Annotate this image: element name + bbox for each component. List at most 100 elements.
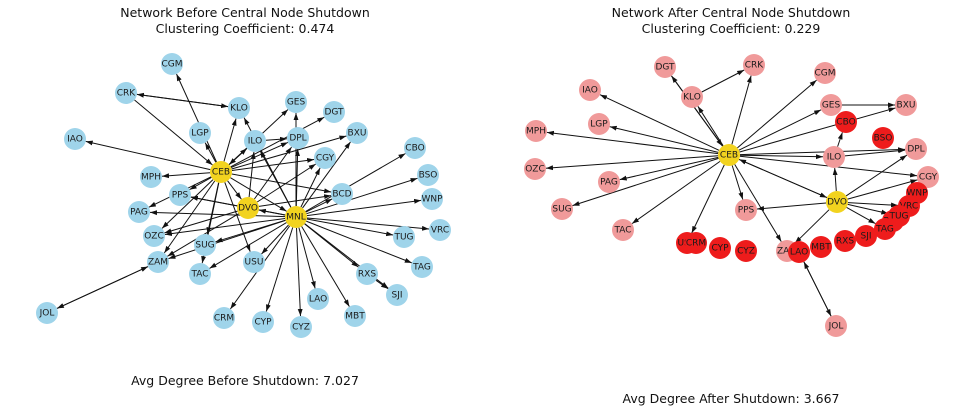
node-label: TUG — [888, 212, 908, 222]
right-panel-title: Network After Central Node Shutdown — [612, 5, 851, 20]
node-label: CRK — [117, 89, 137, 99]
node-cgm: CGM — [814, 62, 836, 84]
node-circle — [404, 137, 426, 159]
node-label: DVO — [238, 204, 258, 214]
node-ozc: OZC — [143, 225, 165, 247]
edge-ilo-to-dpl — [844, 148, 906, 157]
node-cyp: CYP — [709, 237, 731, 259]
node-label: OZC — [525, 165, 545, 175]
node-tag: TAG — [411, 256, 433, 278]
node-label: PAG — [130, 208, 148, 218]
edge-ilo-to-cbo — [837, 132, 843, 147]
node-circle — [681, 86, 703, 108]
node-dvo: DVO — [237, 197, 259, 219]
node-tac: TAC — [189, 263, 211, 285]
node-circle — [411, 256, 433, 278]
node-circle — [143, 225, 165, 247]
edge-mnl-to-vrc — [306, 217, 430, 231]
node-pps: PPS — [169, 184, 191, 206]
node-label: MNL — [286, 213, 306, 223]
node-circle — [169, 184, 191, 206]
node-label: KLO — [683, 93, 701, 103]
node-circle — [287, 127, 309, 149]
node-label: CGY — [919, 173, 938, 183]
node-circle — [417, 164, 439, 186]
node-label: WNP — [421, 195, 443, 205]
edge-klo-to-crk — [136, 92, 229, 108]
node-usu: USU — [243, 251, 265, 273]
node-circle — [718, 144, 740, 166]
node-label: MBT — [811, 243, 831, 253]
node-dpl: DPL — [905, 138, 927, 160]
node-label: DPL — [289, 134, 306, 144]
node-circle — [344, 305, 366, 327]
left-panel-clustering: Clustering Coefficient: 0.474 — [156, 21, 335, 36]
node-label: BSO — [874, 134, 893, 144]
edge-mnl-to-tac — [209, 222, 287, 269]
node-circle — [612, 219, 634, 241]
node-label: CEB — [212, 168, 230, 178]
node-label: TAC — [190, 270, 208, 280]
node-circle — [307, 288, 329, 310]
node-label: CYZ — [737, 247, 755, 257]
node-jol: JOL — [36, 302, 58, 324]
node-circle — [888, 205, 910, 227]
edge-ceb-to-cgm — [737, 79, 817, 149]
edge-dvo-to-dpl — [253, 146, 293, 200]
node-circle — [285, 206, 307, 228]
edge-dvo-to-cgy — [847, 179, 918, 200]
node-circle — [735, 199, 757, 221]
node-circle — [814, 62, 836, 84]
node-label: ILO — [827, 153, 841, 163]
node-lao: LAO — [307, 288, 329, 310]
edge-dvo-to-zam — [794, 209, 830, 244]
edge-dvo-to-tag — [846, 206, 876, 225]
edge-ceb-to-zam — [163, 180, 216, 254]
left-panel-title: Network Before Central Node Shutdown — [120, 5, 370, 20]
node-ceb: CEB — [210, 161, 232, 183]
node-circle — [855, 225, 877, 247]
node-label: LGP — [191, 129, 209, 139]
edge-ceb-to-dgt — [230, 116, 325, 168]
node-label: ZAM — [777, 247, 797, 257]
node-label: GES — [822, 101, 841, 111]
node-lgp: LGP — [588, 113, 610, 135]
edge-mnl-to-usu — [261, 224, 289, 255]
node-tug: TUG — [393, 226, 415, 248]
node-circle — [685, 232, 707, 254]
node-lgp: LGP — [189, 122, 211, 144]
node-label: BXU — [348, 129, 367, 139]
node-label: PPS — [738, 206, 755, 216]
node-circle — [588, 113, 610, 135]
node-circle — [323, 101, 345, 123]
node-wnp: WNP — [421, 188, 443, 210]
node-circle — [36, 302, 58, 324]
node-bxu: BXU — [895, 94, 917, 116]
edge-dvo-to-tug — [847, 203, 889, 215]
node-cgy: CGY — [917, 166, 939, 188]
node-circle — [161, 53, 183, 75]
edge-dvo-to-dpl — [845, 154, 908, 197]
node-cyz: CYZ — [735, 240, 757, 262]
edge-dvo-to-ilo — [248, 151, 256, 198]
edge-mnl-to-wnp — [306, 198, 422, 217]
node-cyz: CYZ — [290, 316, 312, 338]
node-label: MPH — [526, 127, 546, 137]
node-circle — [290, 316, 312, 338]
node-dvo: DVO — [826, 191, 848, 213]
node-sji: SJI — [386, 284, 408, 306]
node-label: JOL — [828, 322, 844, 332]
edge-ceb-to-pps — [189, 176, 212, 191]
edge-ceb-to-dpl — [230, 141, 289, 169]
edge-ceb-to-dpl — [739, 147, 906, 156]
node-label: GES — [287, 98, 306, 108]
node-dgt: DGT — [323, 101, 345, 123]
edge-dvo-to-cgy — [256, 163, 317, 203]
node-label: DVO — [827, 198, 847, 208]
edge-ceb-to-pps — [731, 165, 744, 200]
edge-mnl-to-ozc — [164, 218, 286, 237]
node-circle — [331, 183, 353, 205]
edge-ceb-to-mnl — [230, 177, 287, 212]
edge-mnl-to-cgy — [300, 167, 321, 208]
